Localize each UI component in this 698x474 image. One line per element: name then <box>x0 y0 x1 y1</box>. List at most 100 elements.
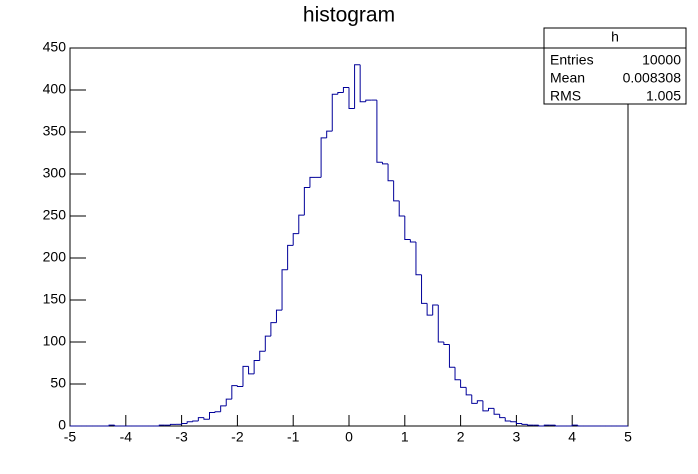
histogram-bin <box>381 162 389 165</box>
histogram-bin <box>543 424 550 426</box>
histogram-bin <box>426 303 433 316</box>
histogram-bin <box>169 423 177 426</box>
stats-label: Mean <box>550 70 585 86</box>
histogram-bin <box>181 422 188 425</box>
histogram-bin <box>231 385 238 400</box>
histogram-bin <box>365 99 372 102</box>
y-tick-label: 0 <box>58 417 66 433</box>
histogram-bin <box>387 163 394 182</box>
histogram-bin <box>114 425 121 427</box>
x-tick-label: -1 <box>287 429 300 445</box>
histogram-bin <box>264 335 271 352</box>
histogram-bin <box>354 64 361 109</box>
histogram-bin <box>432 304 439 316</box>
histogram-bin <box>393 180 400 202</box>
histogram-bin <box>108 424 115 426</box>
histogram-bin <box>476 400 483 404</box>
histogram-bin <box>242 365 249 387</box>
histogram-bin <box>504 417 511 422</box>
histogram-bin <box>309 176 316 188</box>
stats-value: 1.005 <box>646 88 681 104</box>
histogram-bin <box>404 216 411 241</box>
x-tick-label: -4 <box>120 429 133 445</box>
histogram-bin <box>409 239 416 243</box>
histogram-bin <box>554 425 562 427</box>
histogram-bin <box>376 100 383 163</box>
histogram-bin <box>510 420 517 423</box>
histogram-bin <box>493 408 500 415</box>
histogram-bin <box>214 411 221 413</box>
y-tick-label: 350 <box>43 123 67 139</box>
histogram-bin <box>421 274 428 304</box>
histogram-bin <box>236 385 243 388</box>
histogram-bin <box>203 417 210 420</box>
stats-title: h <box>611 29 619 45</box>
y-tick-label: 250 <box>43 207 67 223</box>
x-tick-label: 5 <box>624 429 632 445</box>
histogram-bin <box>326 130 333 138</box>
x-tick-label: -3 <box>175 429 188 445</box>
histogram-bin <box>197 417 204 421</box>
histogram-bin <box>275 309 283 323</box>
histogram-bin <box>348 87 355 109</box>
histogram-bin <box>303 186 310 216</box>
histogram-bin <box>527 424 534 426</box>
y-tick-label: 400 <box>43 81 67 97</box>
histogram-bin <box>571 424 578 426</box>
x-tick-label: 2 <box>457 429 465 445</box>
histogram-bin <box>298 214 305 234</box>
x-tick-label: 0 <box>345 429 353 445</box>
histogram-bin <box>287 244 294 270</box>
histogram-bin <box>281 269 288 311</box>
histogram-bin <box>488 407 495 411</box>
histogram-bin <box>225 398 232 406</box>
stats-value: 0.008308 <box>623 70 682 86</box>
histogram-bin <box>448 344 456 368</box>
histogram-bin <box>342 86 349 93</box>
x-tick-label: 3 <box>513 429 521 445</box>
histogram-bin <box>220 405 227 412</box>
histogram-bin <box>253 359 260 374</box>
x-tick-label: 4 <box>568 429 576 445</box>
histogram-bin <box>482 400 489 412</box>
histogram-bin <box>259 350 266 361</box>
histogram-bin <box>248 366 255 375</box>
y-tick-label: 100 <box>43 333 67 349</box>
histogram-bin <box>465 387 472 396</box>
histogram-bin <box>398 200 405 217</box>
y-tick-label: 300 <box>43 165 67 181</box>
histogram-bin <box>499 414 506 419</box>
histogram-bin <box>186 421 193 424</box>
x-tick-label: -2 <box>231 429 244 445</box>
stats-label: Entries <box>550 52 594 68</box>
y-tick-label: 200 <box>43 249 67 265</box>
x-tick-label: 1 <box>401 429 409 445</box>
histogram-bin <box>577 425 584 427</box>
histogram-bin <box>331 93 338 132</box>
histogram-bin <box>270 322 277 337</box>
chart-title: histogram <box>303 4 395 27</box>
histogram-bin <box>515 421 522 424</box>
y-tick-label: 150 <box>43 291 67 307</box>
x-tick-label: -5 <box>64 429 77 445</box>
histogram-bin <box>443 342 450 346</box>
histogram-bin <box>359 64 366 103</box>
histogram-bin <box>337 92 344 95</box>
y-tick-label: 450 <box>43 39 67 55</box>
histogram-bin <box>209 412 216 420</box>
stats-box <box>543 27 687 105</box>
stats-label: RMS <box>550 88 581 104</box>
histogram-bin <box>538 425 545 427</box>
histogram-bin <box>454 367 461 381</box>
histogram-bin <box>320 137 327 178</box>
histogram-bin <box>460 379 467 388</box>
histogram-bin <box>415 242 422 276</box>
histogram-bin <box>192 420 199 422</box>
y-tick-label: 50 <box>50 375 66 391</box>
histogram-bin <box>437 305 444 343</box>
histogram-bin <box>292 233 299 246</box>
histogram-bin <box>521 423 528 425</box>
histogram-bin <box>471 394 478 404</box>
